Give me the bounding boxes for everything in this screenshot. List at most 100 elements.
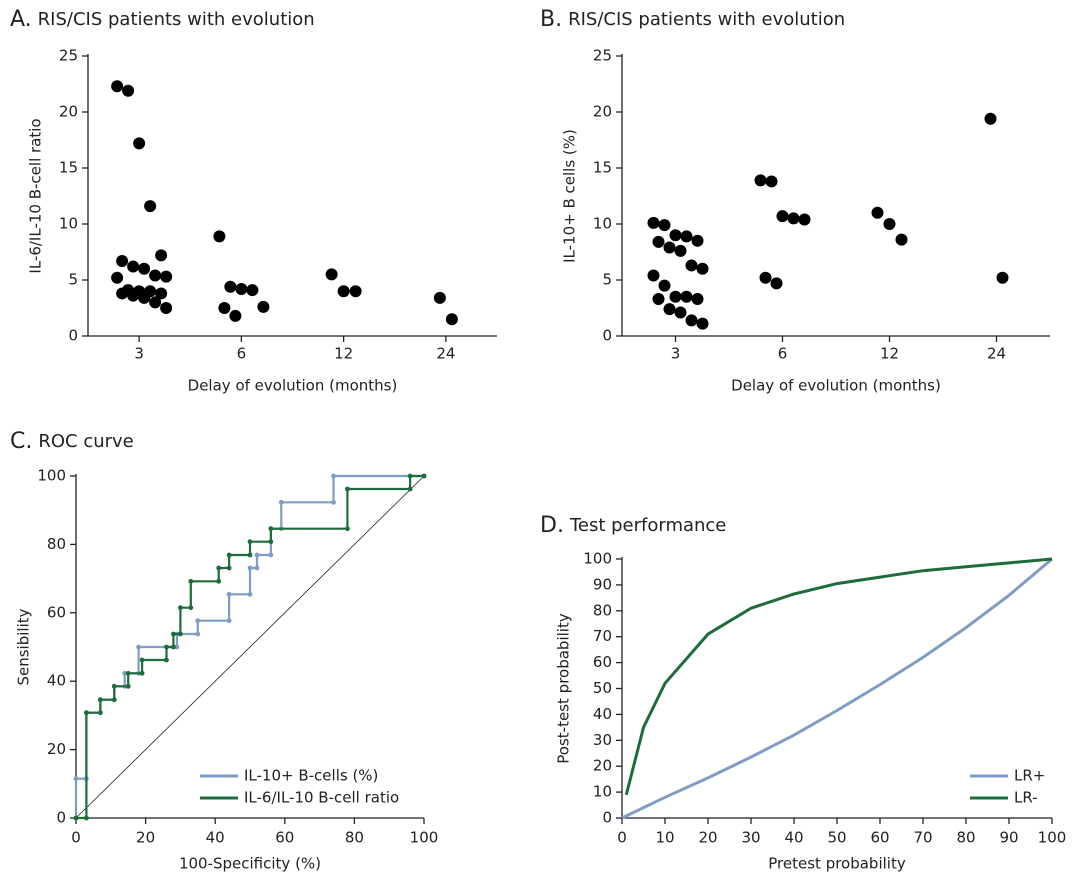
x-tick-label: 6 [237, 345, 247, 363]
series-marker [268, 539, 274, 545]
data-point [433, 291, 446, 304]
series-marker [268, 552, 274, 558]
series-marker [97, 697, 103, 703]
data-point [111, 80, 124, 93]
data-point [111, 271, 124, 284]
series-marker [178, 605, 183, 611]
data-point [138, 262, 151, 275]
y-tick-label: 80 [47, 535, 66, 553]
data-point [127, 260, 140, 273]
data-point [155, 249, 168, 262]
series-marker [111, 697, 117, 703]
legend-label: IL-10+ B-cells (%) [244, 767, 378, 785]
y-tick-label: 10 [593, 783, 612, 801]
x-tick-label: 6 [778, 345, 788, 363]
series-marker [195, 618, 201, 624]
x-tick-label: 100 [410, 829, 439, 847]
y-tick-label: 90 [593, 575, 612, 593]
series-marker [97, 710, 103, 716]
data-point [871, 206, 884, 219]
y-tick-label: 50 [593, 679, 612, 697]
series-marker [125, 683, 131, 689]
series-marker [247, 552, 253, 558]
data-point [224, 280, 237, 293]
y-tick-label: 20 [593, 103, 612, 121]
y-tick-label: 25 [59, 47, 78, 65]
data-point [647, 216, 660, 229]
x-tick-label: 12 [880, 345, 899, 363]
x-axis-label: Delay of evolution (months) [188, 377, 398, 395]
y-axis-label: IL-10+ B cells (%) [561, 129, 579, 263]
data-point [685, 259, 698, 272]
series-marker [73, 815, 79, 821]
series-marker [331, 499, 336, 505]
series-marker [188, 605, 194, 611]
series-marker [254, 552, 260, 558]
y-tick-label: 15 [59, 159, 78, 177]
x-tick-label: 60 [870, 829, 889, 847]
data-point [652, 235, 665, 248]
x-axis-label: 100-Specificity (%) [179, 855, 321, 873]
data-point [984, 112, 997, 125]
x-tick-label: 80 [956, 829, 975, 847]
series-marker [216, 565, 222, 571]
data-point [229, 309, 242, 322]
x-tick-label: 40 [784, 829, 803, 847]
data-point [337, 285, 350, 298]
x-tick-label: 0 [71, 829, 81, 847]
data-point [754, 174, 767, 187]
x-axis-label: Pretest probability [768, 855, 906, 873]
data-point [765, 175, 778, 188]
y-tick-label: 100 [37, 467, 66, 485]
data-point [798, 213, 811, 226]
series-line [624, 557, 1053, 796]
y-tick-label: 100 [583, 550, 612, 568]
series-marker [174, 644, 180, 650]
data-point [349, 285, 362, 298]
x-tick-label: 30 [741, 829, 760, 847]
x-tick-label: 12 [334, 345, 353, 363]
y-tick-label: 40 [593, 705, 612, 723]
series-marker [136, 644, 142, 650]
data-point [691, 293, 704, 306]
y-tick-label: 20 [59, 103, 78, 121]
y-tick-label: 0 [68, 327, 78, 345]
chart-title: C. ROC curve [10, 429, 134, 454]
title-text: RIS/CIS patients with evolution [38, 9, 315, 30]
title-text: RIS/CIS patients with evolution [568, 9, 845, 30]
data-point [155, 287, 168, 300]
x-tick-label: 20 [136, 829, 155, 847]
panel-label: A. [10, 7, 32, 32]
data-point [776, 210, 789, 223]
y-tick-label: 80 [593, 601, 612, 619]
data-point [696, 262, 709, 275]
y-tick-label: 15 [593, 159, 612, 177]
y-tick-label: 40 [47, 672, 66, 690]
series-marker [164, 657, 169, 663]
y-tick-label: 20 [47, 740, 66, 758]
data-point [647, 269, 660, 282]
series-marker [226, 618, 232, 624]
legend-label: IL-6/IL-10 B-cell ratio [244, 789, 399, 807]
series-marker [84, 710, 89, 716]
x-tick-label: 90 [999, 829, 1018, 847]
data-point [770, 277, 783, 290]
data-point [213, 230, 226, 243]
y-tick-label: 25 [593, 47, 612, 65]
data-point [680, 230, 693, 243]
y-axis-label: IL-6/IL-10 B-cell ratio [27, 118, 45, 273]
data-point [663, 241, 676, 254]
y-tick-label: 5 [602, 271, 612, 289]
series-marker [226, 591, 232, 597]
data-point [787, 212, 800, 225]
series-marker [188, 578, 194, 584]
data-point [235, 282, 248, 295]
data-point [996, 271, 1009, 284]
data-point [895, 233, 908, 246]
y-tick-label: 5 [68, 271, 78, 289]
series-marker [407, 473, 413, 479]
y-tick-label: 0 [56, 809, 66, 827]
data-point [122, 84, 135, 97]
series-marker [226, 552, 232, 558]
